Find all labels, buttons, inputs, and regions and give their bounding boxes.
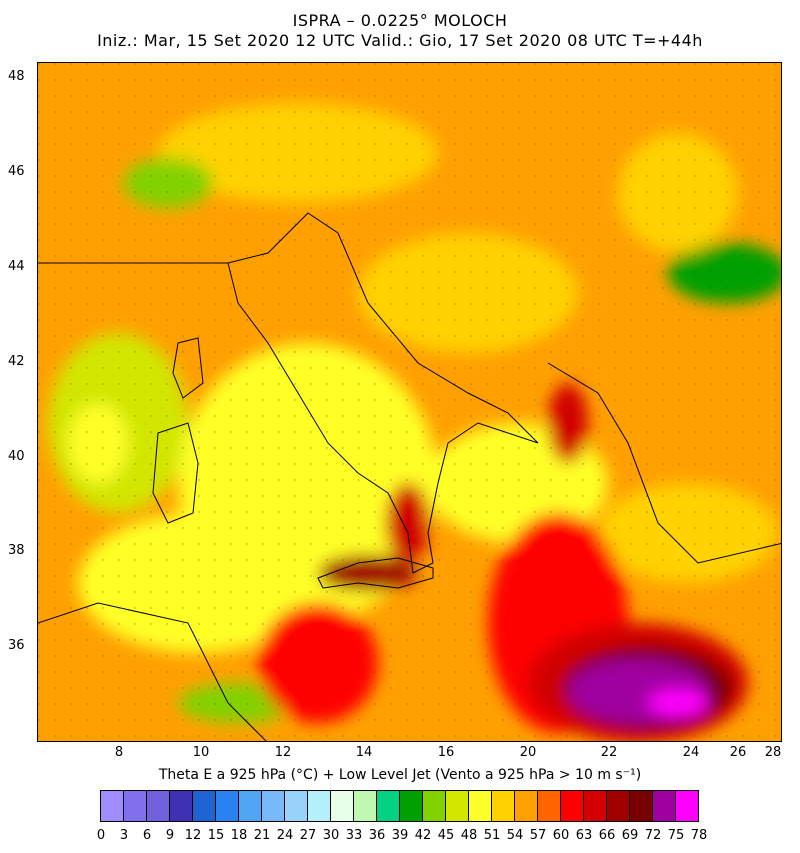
lon-tick-16: 16 (437, 745, 455, 760)
colorbar-label: 12 (184, 828, 202, 843)
lon-tick-26: 26 (729, 745, 747, 760)
colorbar-label: 18 (230, 828, 248, 843)
colorbar-box (607, 791, 630, 821)
colorbar (100, 790, 699, 822)
colorbar-box (285, 791, 308, 821)
colorbar-label: 3 (119, 828, 129, 843)
grid-dots (38, 63, 781, 741)
lat-tick-44: 44 (8, 259, 25, 274)
lon-tick-10: 10 (192, 745, 210, 760)
colorbar-label: 6 (142, 828, 152, 843)
colorbar-box (400, 791, 423, 821)
colorbar-box (239, 791, 262, 821)
colorbar-label: 60 (552, 828, 570, 843)
colorbar-box (124, 791, 147, 821)
colorbar-box (170, 791, 193, 821)
colorbar-label: 42 (414, 828, 432, 843)
lon-tick-28: 28 (764, 745, 782, 760)
colorbar-title: Theta E a 925 hPa (°C) + Low Level Jet (… (158, 767, 642, 783)
colorbar-box (193, 791, 216, 821)
colorbar-box (584, 791, 607, 821)
colorbar-label: 45 (437, 828, 455, 843)
colorbar-label: 78 (690, 828, 708, 843)
colorbar-box (561, 791, 584, 821)
colorbar-label: 21 (253, 828, 271, 843)
colorbar-label: 0 (96, 828, 106, 843)
coastlines (38, 212, 781, 741)
colorbar-box (653, 791, 676, 821)
colorbar-label: 54 (506, 828, 524, 843)
colorbar-label: 24 (276, 828, 294, 843)
colorbar-label: 30 (322, 828, 340, 843)
map-field (38, 63, 781, 741)
colorbar-box (354, 791, 377, 821)
lon-tick-14: 14 (355, 745, 373, 760)
lat-tick-42: 42 (8, 354, 25, 369)
colorbar-label: 66 (598, 828, 616, 843)
colorbar-label: 63 (575, 828, 593, 843)
colorbar-box (676, 791, 698, 821)
colorbar-box (308, 791, 331, 821)
colorbar-box (101, 791, 124, 821)
colorbar-box (538, 791, 561, 821)
lat-tick-46: 46 (8, 164, 25, 179)
colorbar-box (469, 791, 492, 821)
lon-tick-22: 22 (600, 745, 618, 760)
colorbar-box (492, 791, 515, 821)
lon-tick-8: 8 (114, 745, 124, 760)
colorbar-label: 15 (207, 828, 225, 843)
colorbar-box (216, 791, 239, 821)
colorbar-box (446, 791, 469, 821)
colorbar-box (423, 791, 446, 821)
colorbar-label: 69 (621, 828, 639, 843)
colorbar-box (262, 791, 285, 821)
lat-tick-40: 40 (8, 449, 25, 464)
map-title: ISPRA – 0.0225° MOLOCH (292, 11, 508, 30)
theta-e-map (37, 62, 782, 742)
colorbar-box (331, 791, 354, 821)
lon-tick-24: 24 (682, 745, 700, 760)
colorbar-box (377, 791, 400, 821)
colorbar-label: 48 (460, 828, 478, 843)
colorbar-label: 9 (165, 828, 175, 843)
colorbar-label: 57 (529, 828, 547, 843)
colorbar-label: 72 (644, 828, 662, 843)
colorbar-label: 33 (345, 828, 363, 843)
lat-tick-48: 48 (8, 69, 25, 84)
colorbar-label: 36 (368, 828, 386, 843)
colorbar-label: 39 (391, 828, 409, 843)
colorbar-box (515, 791, 538, 821)
colorbar-label: 75 (667, 828, 685, 843)
lon-tick-20: 20 (519, 745, 537, 760)
colorbar-label: 27 (299, 828, 317, 843)
lon-tick-12: 12 (274, 745, 292, 760)
lat-tick-38: 38 (8, 543, 25, 558)
colorbar-label: 51 (483, 828, 501, 843)
lat-tick-36: 36 (8, 638, 25, 653)
colorbar-box (630, 791, 653, 821)
map-subtitle: Iniz.: Mar, 15 Set 2020 12 UTC Valid.: G… (97, 31, 703, 50)
colorbar-box (147, 791, 170, 821)
